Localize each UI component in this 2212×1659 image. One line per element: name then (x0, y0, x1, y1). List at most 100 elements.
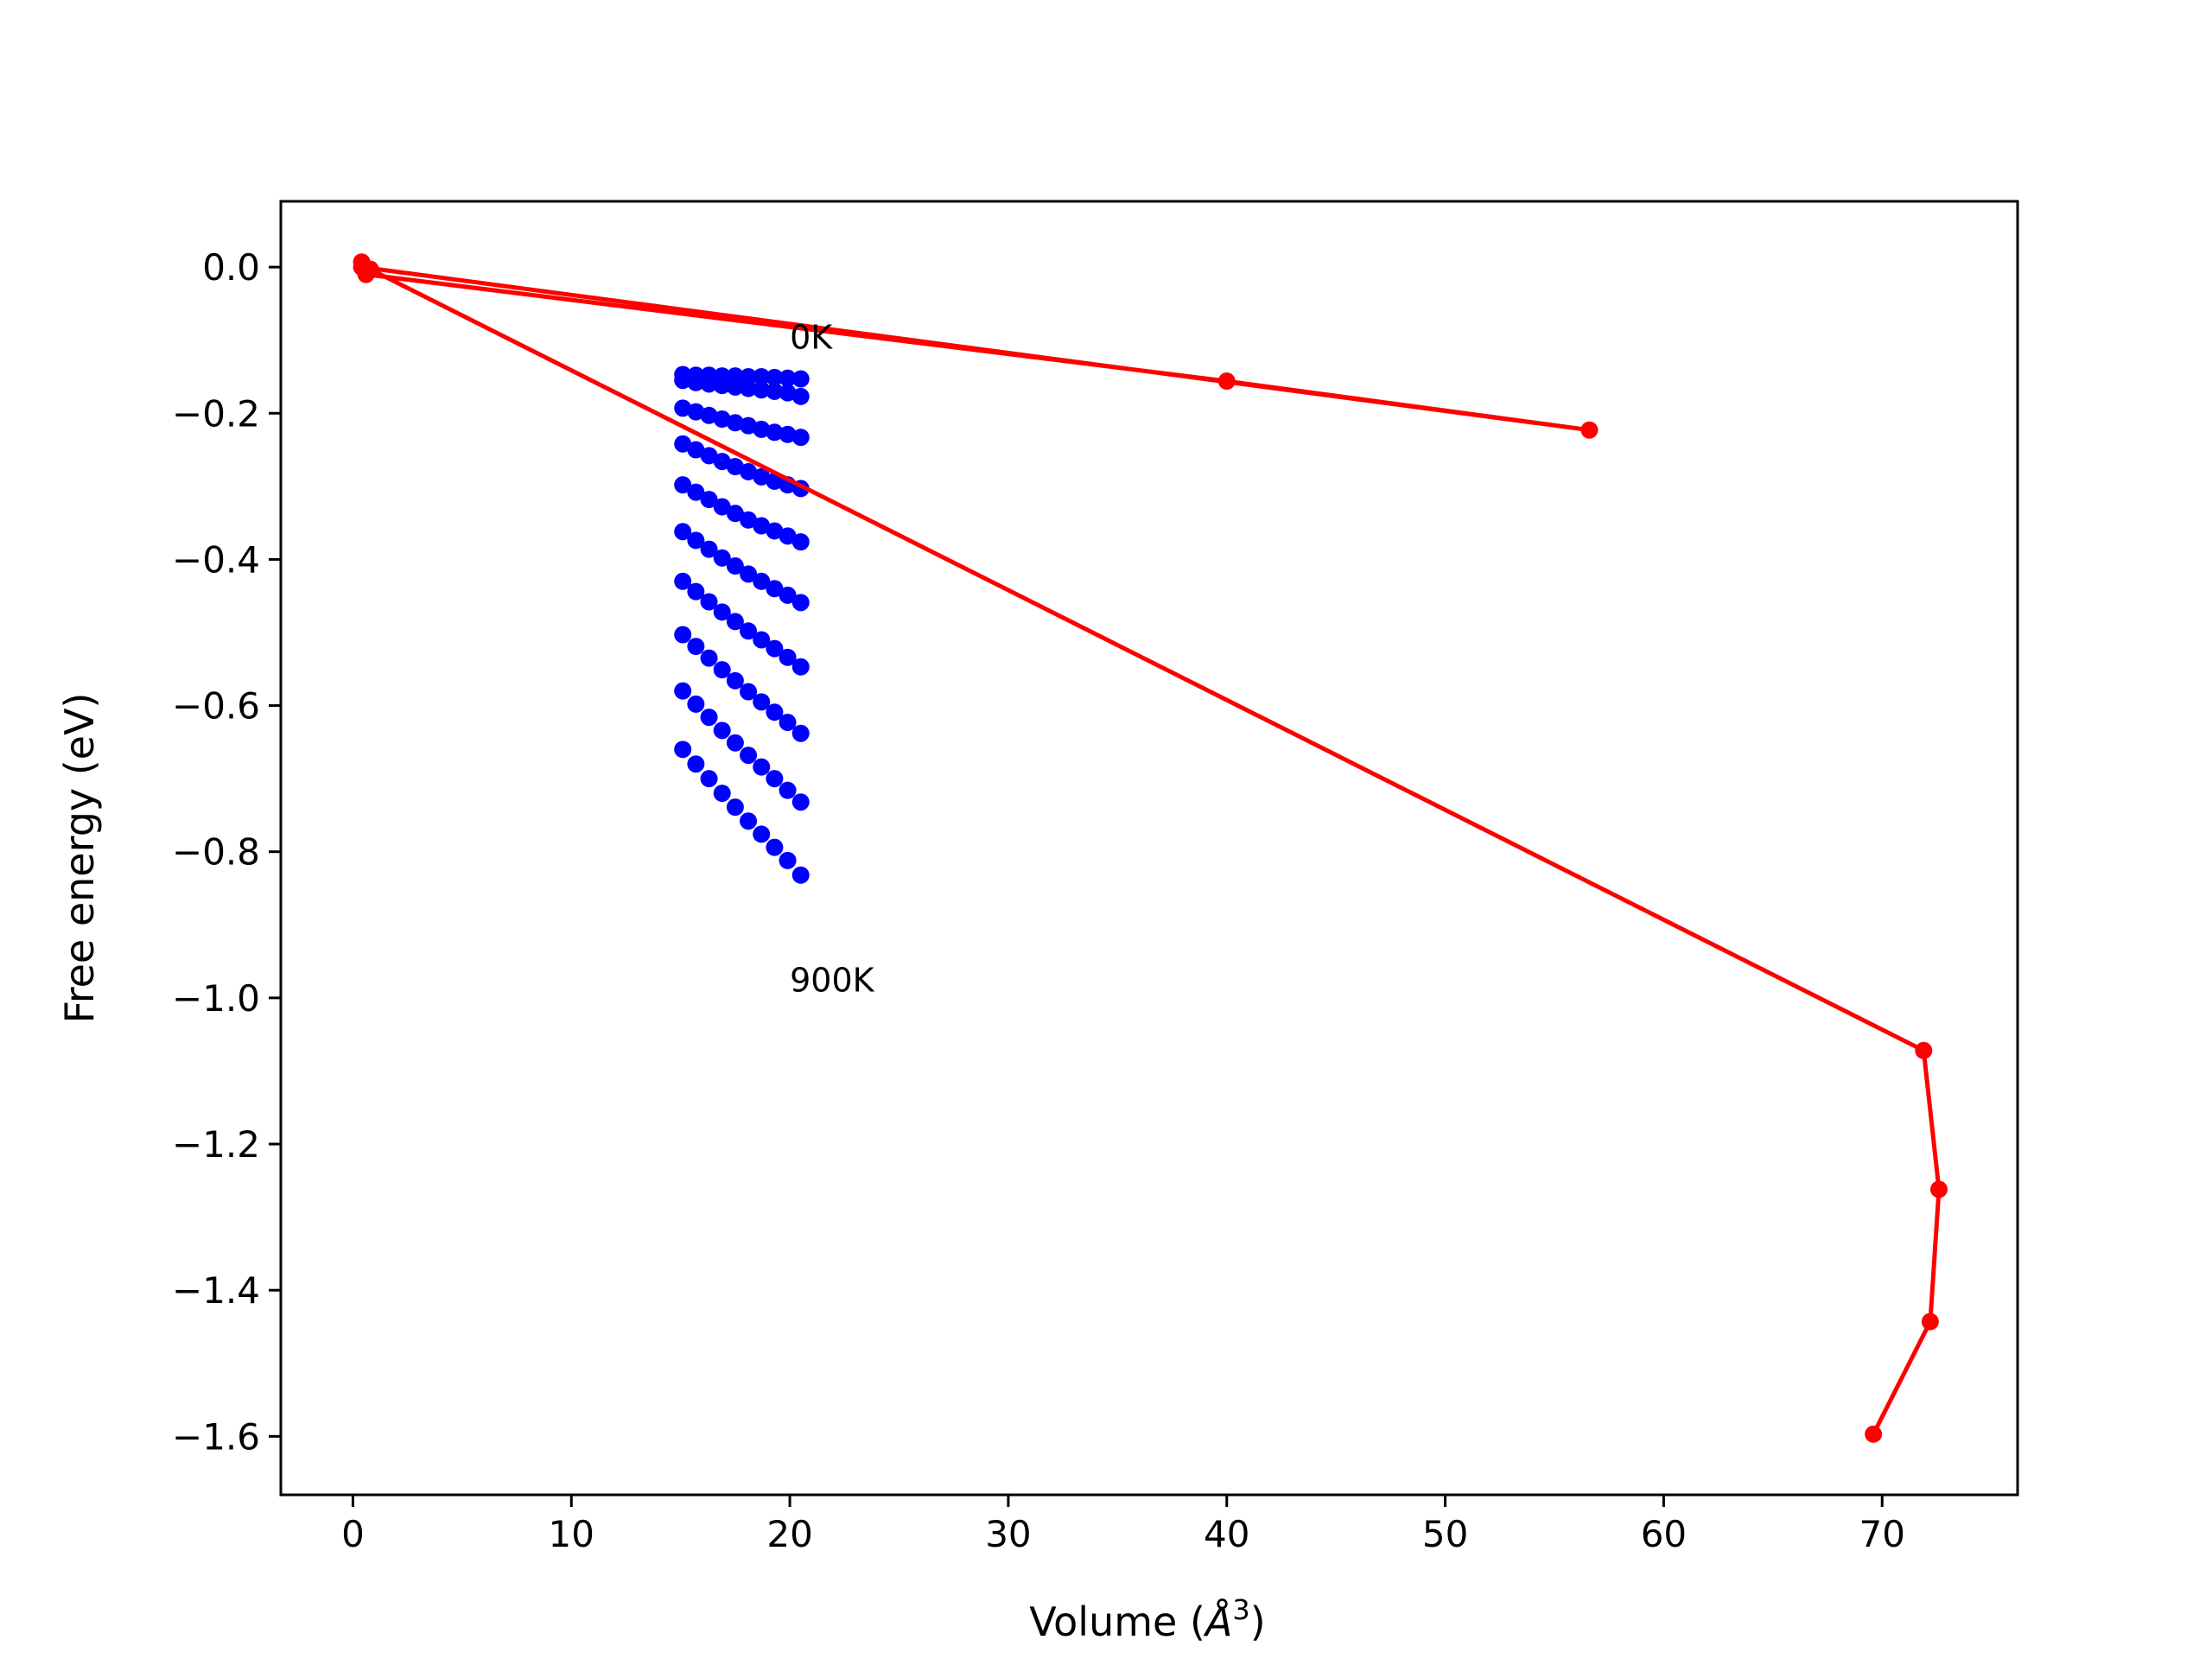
blue-data-point (687, 441, 705, 459)
blue-data-point (753, 467, 771, 486)
red-data-point (1921, 1313, 1939, 1331)
blue-data-point (766, 770, 784, 788)
blue-data-point (700, 540, 718, 558)
blue-data-point (779, 425, 797, 443)
blue-data-point (753, 420, 771, 438)
blue-data-point (674, 435, 692, 453)
blue-data-point (791, 533, 810, 551)
blue-data-point (791, 658, 810, 676)
blue-data-point (779, 384, 797, 402)
blue-data-point (753, 572, 771, 590)
blue-data-point (713, 661, 731, 679)
red-data-point (1580, 421, 1599, 439)
y-tick-label: −1.0 (172, 977, 260, 1020)
blue-data-point (700, 406, 718, 424)
blue-data-point (740, 747, 758, 765)
blue-data-point (740, 462, 758, 480)
blue-data-point (766, 382, 784, 400)
blue-data-point (726, 557, 744, 575)
y-tick-label: −1.4 (172, 1269, 260, 1312)
blue-data-point (713, 721, 731, 740)
y-tick-label: −0.2 (172, 392, 260, 435)
blue-data-point (766, 703, 784, 721)
blue-data-point (726, 378, 744, 396)
blue-data-point (753, 693, 771, 711)
blue-data-point (766, 838, 784, 856)
blue-data-point (766, 423, 784, 442)
x-tick-label: 40 (1204, 1513, 1249, 1555)
y-tick-label: −1.6 (172, 1415, 260, 1458)
blue-data-point (753, 517, 771, 535)
x-tick-label: 30 (985, 1513, 1031, 1555)
blue-data-point (687, 695, 705, 713)
blue-data-point (687, 582, 705, 601)
y-axis-title: Free energy (eV) (56, 693, 103, 1024)
x-axis-unit-base: Å (1203, 1599, 1232, 1645)
x-tick-label: 20 (766, 1513, 812, 1555)
blue-data-point (740, 812, 758, 830)
blue-data-point (779, 781, 797, 799)
blue-data-point (687, 373, 705, 391)
blue-data-point (740, 379, 758, 397)
blue-data-point (700, 447, 718, 465)
x-axis: 0 10 20 30 40 50 60 70 (341, 1495, 1905, 1555)
plot-frame (279, 200, 2019, 1497)
blue-data-point (766, 368, 784, 386)
red-data-point (1915, 1041, 1933, 1059)
blue-data-point (687, 483, 705, 501)
blue-data-point (740, 565, 758, 583)
blue-data-point (791, 387, 810, 405)
blue-data-point (674, 476, 692, 494)
x-tick-label: 10 (549, 1513, 594, 1555)
blue-data-point (766, 522, 784, 540)
blue-data-point (791, 866, 810, 884)
blue-data-point (726, 505, 744, 523)
blue-data-point (779, 369, 797, 387)
blue-data-point (687, 638, 705, 656)
blue-data-point (713, 453, 731, 471)
blue-data-point (700, 593, 718, 611)
x-axis-title-text: Volume (1029, 1599, 1177, 1645)
blue-data-point (674, 741, 692, 759)
plot-area (353, 253, 1948, 1443)
blue-data-point (700, 491, 718, 509)
blue-data-point (674, 523, 692, 541)
red-data-point (1217, 372, 1236, 391)
blue-data-point (753, 631, 771, 649)
blue-data-point (713, 603, 731, 621)
blue-data-point (791, 370, 810, 388)
blue-data-point (713, 549, 731, 567)
temperature-annotation: 900K (790, 962, 875, 1000)
blue-data-point (674, 372, 692, 390)
x-axis-title-open: ( (1177, 1599, 1205, 1645)
x-axis-unit-exp: 3 (1232, 1593, 1249, 1626)
x-axis-title: Volume (Å3) (1029, 1593, 1265, 1645)
blue-data-point (674, 626, 692, 644)
blue-data-point (779, 527, 797, 545)
blue-data-point (766, 639, 784, 658)
red-data-point (1929, 1180, 1948, 1198)
x-axis-title-close: ) (1250, 1599, 1266, 1645)
y-tick-label: −0.6 (172, 685, 260, 728)
blue-data-point (713, 410, 731, 429)
y-axis: 0.0 −0.2 −0.4 −0.6 −0.8 −1.0 −1.2 −1.4 −1.6 (172, 246, 281, 1458)
x-tick-label: 70 (1859, 1513, 1905, 1555)
red-data-point (361, 260, 379, 278)
blue-data-point (791, 793, 810, 811)
blue-data-point (740, 416, 758, 435)
blue-data-point (674, 399, 692, 417)
blue-data-point (791, 724, 810, 742)
annotations: 0K 900K (790, 318, 875, 999)
blue-data-point (674, 682, 692, 700)
blue-data-point (726, 458, 744, 476)
y-tick-label: 0.0 (202, 246, 260, 289)
blue-data-point (740, 622, 758, 640)
temperature-annotation: 0K (790, 318, 833, 356)
y-tick-label: −1.2 (172, 1123, 260, 1166)
blue-data-point (740, 511, 758, 529)
blue-data-point (791, 594, 810, 612)
blue-data-point (713, 785, 731, 803)
y-tick-label: −0.4 (172, 538, 260, 581)
